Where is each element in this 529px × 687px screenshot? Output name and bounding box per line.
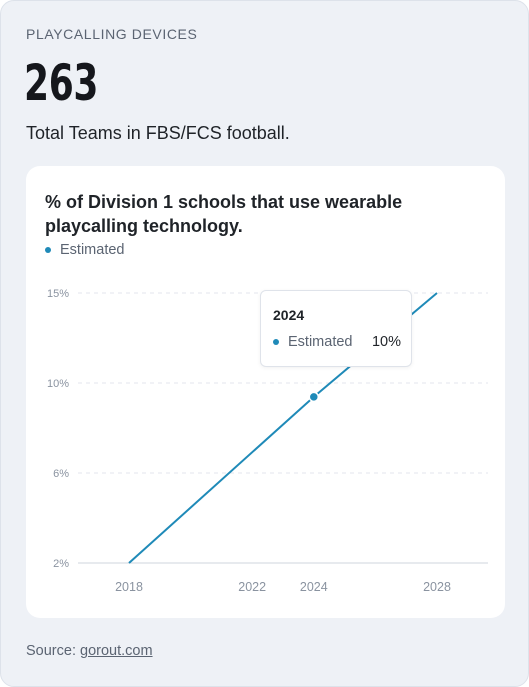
tooltip-series-name: Estimated bbox=[288, 334, 353, 350]
legend-dot-icon bbox=[45, 247, 51, 253]
card-subtitle: Total Teams in FBS/FCS football. bbox=[26, 123, 290, 143]
y-tick-label: 10% bbox=[47, 378, 69, 390]
x-axis-ticks: 2018 2022 2024 2028 bbox=[115, 580, 451, 594]
chart-title: % of Division 1 schools that use wearabl… bbox=[45, 192, 403, 236]
y-tick-label: 2% bbox=[53, 558, 69, 570]
x-tick-label: 2022 bbox=[238, 580, 266, 594]
tooltip-title: 2024 bbox=[273, 307, 305, 323]
x-tick-label: 2028 bbox=[423, 580, 451, 594]
chart-legend[interactable]: Estimated bbox=[45, 242, 124, 258]
chart-tooltip: 2024 Estimated 10% bbox=[260, 290, 412, 367]
y-tick-label: 6% bbox=[53, 468, 69, 480]
tooltip-row: Estimated 10% bbox=[273, 334, 401, 350]
x-tick-label: 2024 bbox=[300, 580, 328, 594]
legend-label: Estimated bbox=[60, 242, 125, 258]
team-count: 263 bbox=[24, 54, 99, 112]
y-tick-label: 15% bbox=[47, 288, 69, 300]
card-eyebrow: PLAYCALLING DEVICES bbox=[26, 26, 198, 42]
source-line: Source: gorout.com bbox=[26, 643, 153, 659]
line-chart[interactable]: 15% 10% 6% 2% 2018 2022 2024 2028 bbox=[26, 166, 505, 618]
y-axis-ticks: 15% 10% 6% 2% bbox=[47, 288, 69, 570]
source-link[interactable]: gorout.com bbox=[80, 643, 153, 659]
source-prefix: Source: bbox=[26, 643, 80, 659]
tooltip-value: 10% bbox=[371, 334, 401, 350]
chart-panel: % of Division 1 schools that use wearabl… bbox=[26, 166, 505, 618]
x-tick-label: 2018 bbox=[115, 580, 143, 594]
grid-lines bbox=[78, 292, 488, 564]
tooltip-dot-icon bbox=[273, 339, 279, 345]
highlight-point bbox=[308, 391, 320, 403]
